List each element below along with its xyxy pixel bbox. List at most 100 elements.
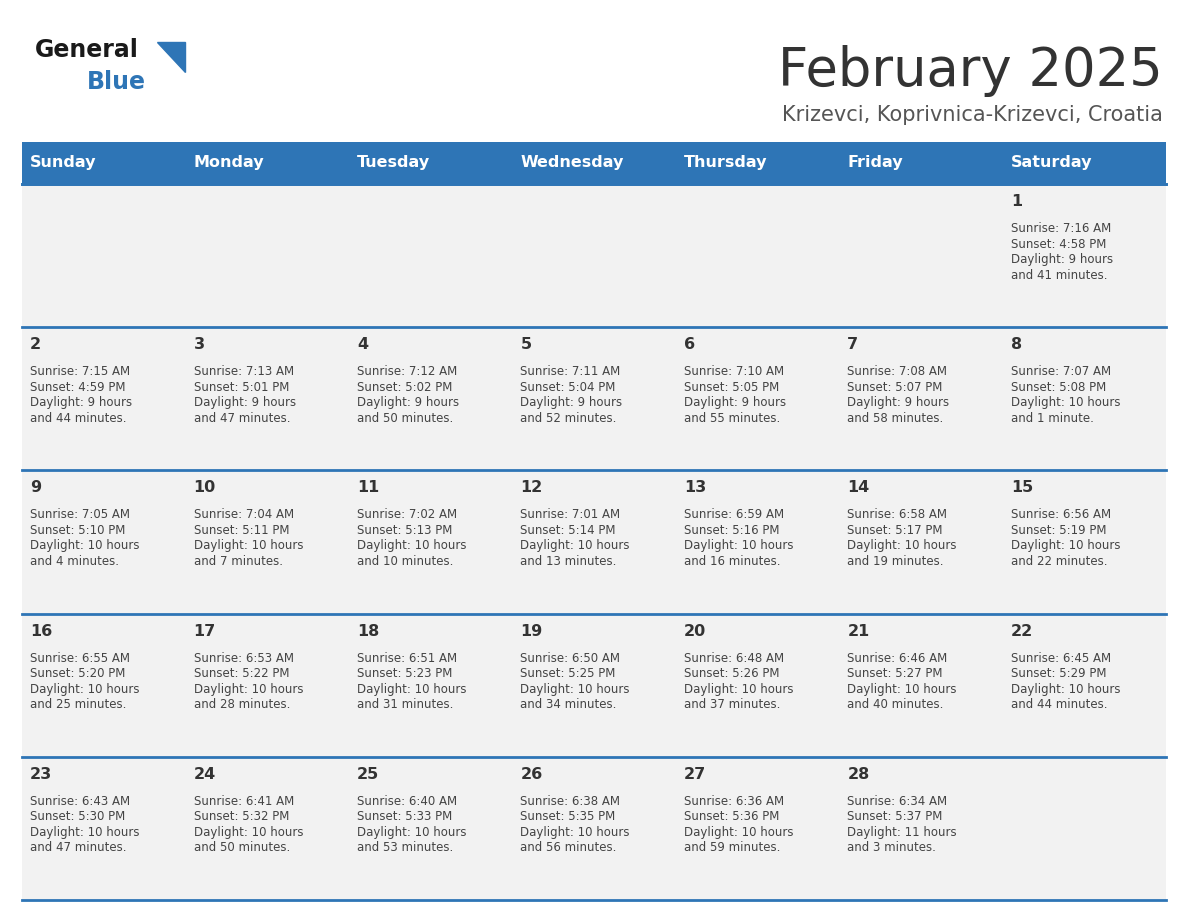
Text: 2: 2 (30, 337, 42, 353)
Text: Sunrise: 6:45 AM: Sunrise: 6:45 AM (1011, 652, 1111, 665)
Text: and 1 minute.: and 1 minute. (1011, 412, 1094, 425)
Text: Sunrise: 6:40 AM: Sunrise: 6:40 AM (358, 795, 457, 808)
Text: Sunset: 5:17 PM: Sunset: 5:17 PM (847, 524, 943, 537)
Text: and 47 minutes.: and 47 minutes. (30, 841, 127, 855)
Text: 27: 27 (684, 767, 706, 782)
Text: Tuesday: Tuesday (358, 155, 430, 171)
Text: Daylight: 10 hours: Daylight: 10 hours (358, 826, 467, 839)
Text: and 7 minutes.: and 7 minutes. (194, 554, 283, 568)
Text: and 10 minutes.: and 10 minutes. (358, 554, 454, 568)
Text: and 56 minutes.: and 56 minutes. (520, 841, 617, 855)
Text: and 50 minutes.: and 50 minutes. (194, 841, 290, 855)
Text: Sunset: 5:37 PM: Sunset: 5:37 PM (847, 811, 943, 823)
Text: Sunset: 5:05 PM: Sunset: 5:05 PM (684, 381, 779, 394)
Text: 7: 7 (847, 337, 859, 353)
Text: Sunset: 5:25 PM: Sunset: 5:25 PM (520, 667, 615, 680)
Text: 14: 14 (847, 480, 870, 496)
Text: and 22 minutes.: and 22 minutes. (1011, 554, 1107, 568)
Bar (23, 470, 1165, 613)
Text: Sunset: 5:29 PM: Sunset: 5:29 PM (1011, 667, 1106, 680)
Text: and 37 minutes.: and 37 minutes. (684, 698, 781, 711)
Text: 6: 6 (684, 337, 695, 353)
Text: and 13 minutes.: and 13 minutes. (520, 554, 617, 568)
Text: Daylight: 9 hours: Daylight: 9 hours (30, 397, 132, 409)
Text: and 19 minutes.: and 19 minutes. (847, 554, 943, 568)
Text: Sunset: 5:19 PM: Sunset: 5:19 PM (1011, 524, 1106, 537)
Text: and 40 minutes.: and 40 minutes. (847, 698, 943, 711)
Text: 8: 8 (1011, 337, 1022, 353)
Text: Sunrise: 6:55 AM: Sunrise: 6:55 AM (30, 652, 131, 665)
Text: Daylight: 10 hours: Daylight: 10 hours (520, 826, 630, 839)
Text: 3: 3 (194, 337, 204, 353)
Text: and 44 minutes.: and 44 minutes. (30, 412, 127, 425)
Text: Daylight: 10 hours: Daylight: 10 hours (30, 540, 140, 553)
Text: Sunset: 5:01 PM: Sunset: 5:01 PM (194, 381, 289, 394)
Text: Sunset: 5:04 PM: Sunset: 5:04 PM (520, 381, 615, 394)
Text: and 44 minutes.: and 44 minutes. (1011, 698, 1107, 711)
Text: Daylight: 9 hours: Daylight: 9 hours (1011, 253, 1113, 266)
Text: Daylight: 10 hours: Daylight: 10 hours (684, 826, 794, 839)
Text: Daylight: 10 hours: Daylight: 10 hours (1011, 540, 1120, 553)
Text: Sunrise: 7:16 AM: Sunrise: 7:16 AM (1011, 222, 1111, 235)
Text: Daylight: 10 hours: Daylight: 10 hours (520, 683, 630, 696)
Text: Sunset: 5:20 PM: Sunset: 5:20 PM (30, 667, 126, 680)
Text: Daylight: 10 hours: Daylight: 10 hours (30, 683, 140, 696)
Text: 21: 21 (847, 623, 870, 639)
Text: 28: 28 (847, 767, 870, 782)
Text: Sunset: 5:30 PM: Sunset: 5:30 PM (30, 811, 126, 823)
Text: Sunset: 5:36 PM: Sunset: 5:36 PM (684, 811, 779, 823)
Text: Sunset: 5:10 PM: Sunset: 5:10 PM (30, 524, 126, 537)
Bar (23, 327, 1165, 470)
Text: Sunrise: 7:13 AM: Sunrise: 7:13 AM (194, 365, 293, 378)
Bar (23, 756, 1165, 900)
Text: Sunset: 5:27 PM: Sunset: 5:27 PM (847, 667, 943, 680)
Text: Daylight: 10 hours: Daylight: 10 hours (358, 683, 467, 696)
Text: Blue: Blue (87, 70, 146, 94)
Text: and 55 minutes.: and 55 minutes. (684, 412, 781, 425)
Text: Sunrise: 7:01 AM: Sunrise: 7:01 AM (520, 509, 620, 521)
Text: General: General (34, 38, 139, 62)
Text: Monday: Monday (194, 155, 264, 171)
Text: 9: 9 (30, 480, 42, 496)
Text: Sunrise: 6:34 AM: Sunrise: 6:34 AM (847, 795, 948, 808)
Text: and 28 minutes.: and 28 minutes. (194, 698, 290, 711)
Text: Sunrise: 7:10 AM: Sunrise: 7:10 AM (684, 365, 784, 378)
Text: Daylight: 10 hours: Daylight: 10 hours (194, 683, 303, 696)
Text: Daylight: 9 hours: Daylight: 9 hours (358, 397, 459, 409)
Text: and 4 minutes.: and 4 minutes. (30, 554, 119, 568)
Text: Sunset: 5:02 PM: Sunset: 5:02 PM (358, 381, 453, 394)
Text: Friday: Friday (847, 155, 903, 171)
Text: Sunset: 4:59 PM: Sunset: 4:59 PM (30, 381, 126, 394)
Text: Daylight: 10 hours: Daylight: 10 hours (30, 826, 140, 839)
Text: Sunset: 5:07 PM: Sunset: 5:07 PM (847, 381, 943, 394)
Text: Sunset: 5:22 PM: Sunset: 5:22 PM (194, 667, 289, 680)
Text: Sunrise: 7:08 AM: Sunrise: 7:08 AM (847, 365, 947, 378)
Text: 16: 16 (30, 623, 52, 639)
Text: Sunrise: 6:48 AM: Sunrise: 6:48 AM (684, 652, 784, 665)
Text: Sunrise: 7:11 AM: Sunrise: 7:11 AM (520, 365, 620, 378)
Text: Daylight: 10 hours: Daylight: 10 hours (684, 540, 794, 553)
Text: and 50 minutes.: and 50 minutes. (358, 412, 454, 425)
Text: Sunrise: 7:07 AM: Sunrise: 7:07 AM (1011, 365, 1111, 378)
Text: Krizevci, Koprivnica-Krizevci, Croatia: Krizevci, Koprivnica-Krizevci, Croatia (782, 105, 1163, 125)
Text: Sunrise: 6:43 AM: Sunrise: 6:43 AM (30, 795, 131, 808)
Text: and 34 minutes.: and 34 minutes. (520, 698, 617, 711)
Text: Sunset: 4:58 PM: Sunset: 4:58 PM (1011, 238, 1106, 251)
Text: Daylight: 10 hours: Daylight: 10 hours (194, 826, 303, 839)
Text: Sunrise: 6:53 AM: Sunrise: 6:53 AM (194, 652, 293, 665)
Text: Wednesday: Wednesday (520, 155, 624, 171)
Text: Sunrise: 7:15 AM: Sunrise: 7:15 AM (30, 365, 131, 378)
Text: Daylight: 10 hours: Daylight: 10 hours (520, 540, 630, 553)
Text: and 31 minutes.: and 31 minutes. (358, 698, 454, 711)
Text: Thursday: Thursday (684, 155, 767, 171)
Text: 4: 4 (358, 337, 368, 353)
Text: 22: 22 (1011, 623, 1034, 639)
Bar (23, 184, 1165, 327)
Text: Sunset: 5:26 PM: Sunset: 5:26 PM (684, 667, 779, 680)
Text: 5: 5 (520, 337, 531, 353)
Text: Daylight: 9 hours: Daylight: 9 hours (684, 397, 786, 409)
Text: 11: 11 (358, 480, 379, 496)
Text: 26: 26 (520, 767, 543, 782)
Text: Sunset: 5:33 PM: Sunset: 5:33 PM (358, 811, 453, 823)
Text: Sunday: Sunday (30, 155, 96, 171)
